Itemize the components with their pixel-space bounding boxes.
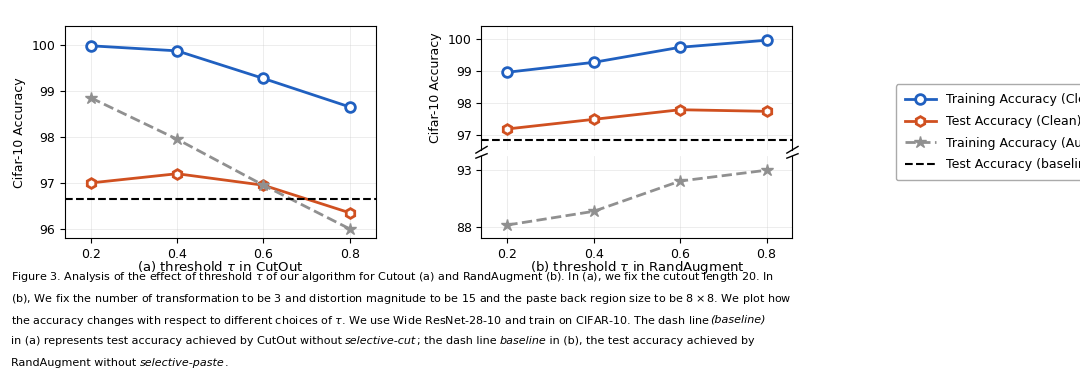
Text: (baseline): (baseline) xyxy=(710,314,766,324)
Text: (b) threshold $\tau$ in RandAugment: (b) threshold $\tau$ in RandAugment xyxy=(529,259,744,276)
Text: in (b), the test accuracy achieved by: in (b), the test accuracy achieved by xyxy=(546,336,755,346)
Text: (b), We fix the number of transformation to be 3 and distortion magnitude to be : (b), We fix the number of transformation… xyxy=(11,292,792,306)
Text: .: . xyxy=(225,358,228,368)
Text: the accuracy changes with respect to different choices of $\tau$. We use Wide Re: the accuracy changes with respect to dif… xyxy=(11,314,710,328)
Text: RandAugment without: RandAugment without xyxy=(11,358,139,368)
Y-axis label: Cifar-10 Accuracy: Cifar-10 Accuracy xyxy=(13,77,26,187)
Text: in (a) represents test accuracy achieved by CutOut without: in (a) represents test accuracy achieved… xyxy=(11,336,346,346)
Legend: Training Accuracy (Clean), Test Accuracy (Clean), Training Accuracy (Augmented),: Training Accuracy (Clean), Test Accuracy… xyxy=(896,84,1080,180)
Y-axis label: Cifar-10 Accuracy: Cifar-10 Accuracy xyxy=(430,33,443,143)
Text: baseline: baseline xyxy=(500,336,546,346)
Text: selective-paste: selective-paste xyxy=(139,358,225,368)
Text: (a) threshold $\tau$ in CutOut: (a) threshold $\tau$ in CutOut xyxy=(137,259,303,274)
Text: ; the dash line: ; the dash line xyxy=(417,336,500,346)
Text: Figure 3. Analysis of the effect of threshold $\tau$ of our algorithm for Cutout: Figure 3. Analysis of the effect of thre… xyxy=(11,270,773,284)
Text: selective-cut: selective-cut xyxy=(346,336,417,346)
